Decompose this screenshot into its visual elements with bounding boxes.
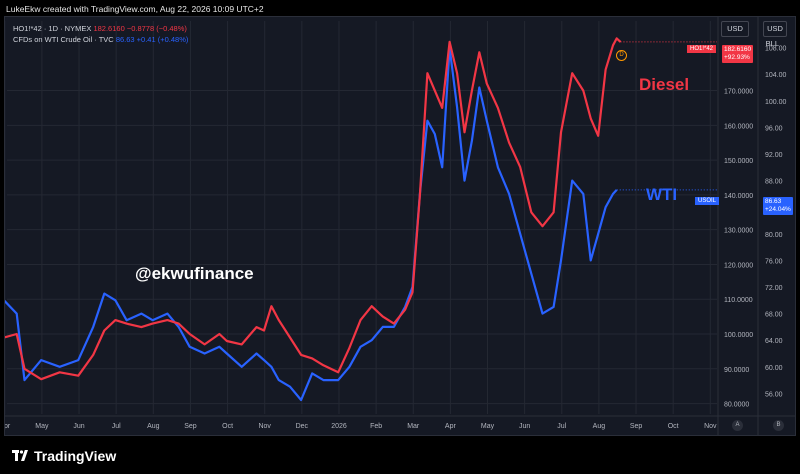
- x-axis-tick-label: Aug: [147, 423, 160, 430]
- x-axis-tick-label: Oct: [222, 423, 233, 430]
- x-axis-tick-label: Feb: [370, 423, 382, 430]
- x-axis-tick-label: Jun: [519, 423, 530, 430]
- legend-diesel-name: HO1!*42 · 1D · NYMEX: [13, 24, 92, 33]
- x-axis-tick-label: Apr: [445, 423, 457, 430]
- chart-legend: HO1!*42 · 1D · NYMEX 182.6160 −0.8778 (−…: [13, 23, 188, 45]
- left-axis-currency-label: USD: [727, 24, 743, 33]
- footer-bar: TradingView: [0, 442, 800, 474]
- wti-change-percent: +24.04%: [765, 206, 791, 213]
- x-axis-tick-label: Jun: [73, 423, 84, 430]
- right-axis-unit: BLL: [765, 39, 779, 48]
- x-axis-tick-label: Dec: [296, 423, 309, 430]
- x-axis-tick-label: May: [35, 423, 49, 430]
- wti-series-line: [5, 46, 618, 402]
- diesel-change-percent: +92.93%: [724, 54, 750, 61]
- wti-symbol-tag: USOIL: [695, 197, 720, 205]
- legend-diesel[interactable]: HO1!*42 · 1D · NYMEX 182.6160 −0.8778 (−…: [13, 23, 188, 34]
- right-axis-tick-label: 72.00: [765, 285, 783, 292]
- legend-wti-values: 86.63 +0.41 (+0.48%): [115, 35, 189, 44]
- left-axis-tick-label: 110.0000: [724, 297, 753, 304]
- chart-svg[interactable]: 80.0000 90.0000 100.0000 110.0000 120.0000 13…: [5, 17, 795, 435]
- left-axis-tick-label: 150.0000: [724, 158, 753, 165]
- x-axis-tick-label: Nov: [258, 423, 271, 430]
- x-axis-tick-label: Oct: [668, 423, 679, 430]
- x-axis-tick-label: May: [481, 423, 495, 430]
- right-axis-tick-label: 100.00: [765, 99, 787, 106]
- right-axis-tick-label: 96.00: [765, 125, 783, 132]
- brand-name: TradingView: [34, 448, 117, 464]
- left-axis-tick-label: 90.0000: [724, 367, 749, 374]
- x-axis-tick-label: Aug: [593, 423, 606, 430]
- left-axis-tick-label: 120.0000: [724, 262, 753, 269]
- diesel-last-price: 182.6160: [724, 46, 752, 53]
- right-axis-tick-label: 80.00: [765, 232, 783, 239]
- left-axis-tick-label: 80.0000: [724, 402, 749, 409]
- right-axis-tick-label: 104.00: [765, 72, 787, 79]
- right-axis-currency-label: USD: [767, 24, 783, 33]
- right-axis-tick-label: 68.00: [765, 312, 783, 319]
- x-axis-tick-label: Jul: [557, 423, 566, 430]
- left-axis-tick-label: 170.0000: [724, 89, 753, 96]
- diesel-annotation: Diesel: [639, 75, 690, 94]
- right-axis-tick-label: 92.00: [765, 152, 783, 159]
- x-axis-tick-label: Sep: [630, 423, 643, 430]
- attribution-bar: LukeEkw created with TradingView.com, Au…: [0, 0, 800, 18]
- right-axis-tick-label: 108.00: [765, 46, 787, 53]
- x-axis-tick-label: Nov: [704, 423, 717, 430]
- right-axis-tick-label: 88.00: [765, 179, 783, 186]
- left-axis-tick-label: 130.0000: [724, 228, 753, 235]
- log-scale-icon[interactable]: B: [773, 420, 784, 431]
- attribution-text: LukeEkw created with TradingView.com, Au…: [6, 4, 264, 14]
- legend-diesel-values: 182.6160 −0.8778 (−0.48%): [93, 24, 187, 33]
- left-axis-tick-label: 160.0000: [724, 123, 753, 130]
- author-watermark: @ekwufinance: [135, 264, 254, 283]
- diesel-symbol-tag: HO1!*42: [687, 45, 717, 53]
- legend-wti-name: CFDs on WTI Crude Oil · TVC: [13, 35, 114, 44]
- left-axis-tick-label: 100.0000: [724, 332, 753, 339]
- tradingview-logo[interactable]: TradingView: [12, 448, 116, 464]
- wti-annotation: WTI: [646, 185, 678, 204]
- x-axis-tick-label: Mar: [407, 423, 420, 430]
- chart-panel[interactable]: 80.0000 90.0000 100.0000 110.0000 120.0000 13…: [4, 16, 796, 436]
- right-axis-tick-label: 64.00: [765, 338, 783, 345]
- tradingview-logo-icon: [12, 448, 28, 464]
- wti-last-price: 86.63: [765, 198, 782, 205]
- dividend-marker[interactable]: D: [616, 50, 627, 61]
- right-axis-tick-label: 60.00: [765, 365, 783, 372]
- x-axis-tick-label: 2026: [331, 423, 347, 430]
- auto-scale-icon[interactable]: A: [732, 420, 743, 431]
- right-axis-currency[interactable]: USD: [763, 21, 787, 37]
- x-axis-tick-label: Jul: [112, 423, 121, 430]
- right-axis-tick-label: 76.00: [765, 258, 783, 265]
- legend-wti[interactable]: CFDs on WTI Crude Oil · TVC 86.63 +0.41 …: [13, 34, 188, 45]
- x-axis-tick-label: Apr: [5, 423, 11, 430]
- diesel-series-line: [5, 37, 622, 381]
- right-axis-tick-label: 56.00: [765, 391, 783, 398]
- x-axis-tick-label: Sep: [184, 423, 197, 430]
- wti-price-tag: 86.63 +24.04%: [763, 197, 793, 215]
- left-axis-tick-label: 140.0000: [724, 193, 753, 200]
- left-axis-currency[interactable]: USD: [721, 21, 749, 37]
- diesel-price-tag: 182.6160 +92.93%: [722, 45, 754, 63]
